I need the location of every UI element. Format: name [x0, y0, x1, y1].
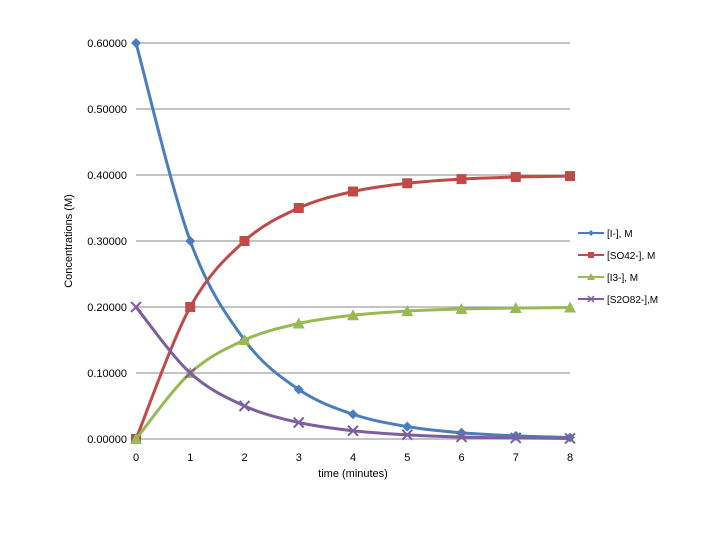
data-point	[293, 416, 305, 429]
x-axis-tick-labels: 0 1 2 3 4 5 6 7 8	[133, 452, 573, 464]
x-marker-stroke	[130, 301, 142, 313]
y-tick-label: 0.00000	[87, 434, 127, 446]
legend-item: [SO42-], M	[578, 251, 655, 262]
legend-marker	[587, 295, 595, 303]
data-point	[185, 236, 196, 246]
data-point	[510, 172, 521, 183]
data-point	[509, 302, 522, 314]
data-point	[402, 421, 413, 432]
data-point	[455, 431, 468, 443]
data-point	[455, 303, 468, 315]
legend-item: [I3-], M	[578, 273, 638, 284]
x-tick-label: 4	[350, 452, 356, 464]
data-point	[456, 174, 467, 185]
legend-marker	[588, 252, 594, 258]
data-point	[185, 302, 196, 312]
y-axis-tick-labels: 0.00000 0.10000 0.20000 0.30000 0.40000 0.500…	[87, 38, 127, 446]
data-point	[239, 236, 250, 246]
legend-label: [I3-], M	[607, 273, 638, 284]
x-tick-label: 2	[241, 452, 247, 464]
x-tick-label: 0	[133, 452, 139, 464]
x-tick-label: 5	[404, 452, 410, 464]
legend-label: [I-], M	[607, 229, 633, 240]
gridlines	[136, 42, 570, 374]
x-marker-stroke	[401, 429, 413, 441]
x-tick-label: 8	[567, 452, 573, 464]
legend-label: [SO42-], M	[607, 251, 655, 262]
data-point	[348, 409, 358, 420]
data-point	[510, 432, 522, 444]
y-tick-label: 0.40000	[87, 170, 127, 182]
data-point	[565, 171, 575, 182]
legend-marker	[587, 273, 595, 280]
data-point	[401, 429, 413, 441]
data-point	[401, 305, 414, 317]
data-point	[348, 186, 358, 197]
data-point	[130, 301, 142, 313]
x-marker-stroke	[564, 432, 576, 445]
data-point	[347, 309, 359, 321]
x-marker-stroke	[455, 431, 468, 443]
x-marker-stroke	[510, 432, 522, 444]
y-tick-label: 0.50000	[87, 104, 127, 116]
series-line	[134, 42, 571, 439]
x-marker-stroke	[238, 400, 251, 412]
x-tick-label: 1	[187, 452, 193, 464]
data-point	[131, 38, 141, 48]
data-point	[347, 425, 359, 437]
data-point	[402, 178, 413, 189]
series-1	[131, 38, 575, 443]
legend-label: [S2O82-],M	[607, 295, 658, 306]
series-4	[130, 301, 576, 445]
data-point	[292, 317, 305, 329]
x-marker-stroke	[347, 425, 359, 437]
legend-item: [I-], M	[578, 229, 633, 240]
legend-item: [S2O82-],M	[578, 295, 658, 306]
data-point	[238, 400, 251, 412]
legend-marker	[588, 230, 594, 236]
series-group	[130, 38, 576, 445]
y-tick-label: 0.60000	[87, 38, 127, 50]
x-tick-label: 6	[458, 452, 464, 464]
data-point	[293, 384, 304, 395]
x-marker-stroke	[587, 295, 595, 303]
y-axis-title: Concentrations (M)	[63, 194, 75, 288]
x-tick-label: 3	[296, 452, 302, 464]
data-point	[564, 432, 576, 445]
data-point	[130, 433, 142, 444]
y-tick-label: 0.20000	[87, 302, 127, 314]
data-point	[293, 203, 304, 213]
legend: [I-], M [SO42-], M [I3-], M [S2O82-],M	[578, 229, 658, 306]
y-tick-label: 0.10000	[87, 368, 127, 380]
data-point	[238, 334, 251, 345]
x-marker-stroke	[184, 367, 196, 379]
y-tick-label: 0.30000	[87, 236, 127, 248]
data-point	[564, 301, 576, 313]
data-point	[184, 367, 196, 379]
x-marker-stroke	[293, 416, 305, 429]
x-axis-title: time (minutes)	[318, 468, 388, 480]
x-tick-label: 7	[513, 452, 519, 464]
